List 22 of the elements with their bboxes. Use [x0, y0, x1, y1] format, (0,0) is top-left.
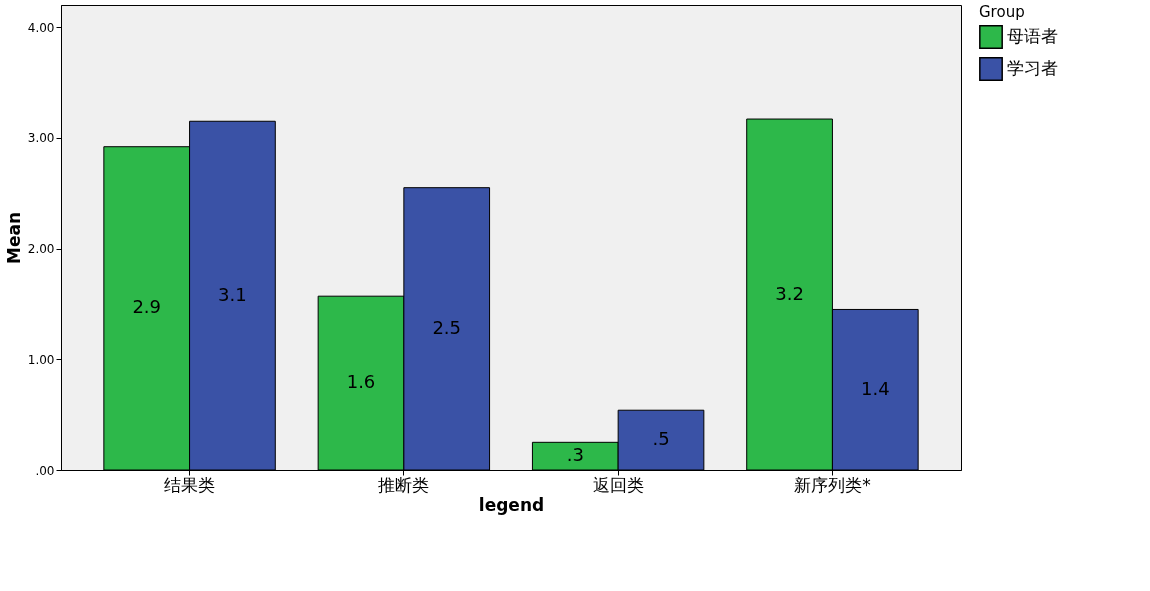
y-tick-label: 1.00	[27, 352, 55, 367]
y-tick-label: .00	[35, 463, 55, 478]
data-label: 3.1	[218, 283, 247, 305]
x-tick-label: 新序列类*	[794, 474, 871, 495]
data-label: 2.9	[132, 296, 162, 318]
data-label: .3	[566, 444, 584, 466]
legend-label: 学习者	[1007, 58, 1058, 78]
y-axis-title: Mean	[3, 211, 24, 265]
y-tick-label: 3.00	[27, 131, 55, 146]
data-label: 2.5	[432, 316, 462, 338]
y-tick-label: 4.00	[27, 20, 55, 35]
x-axis-title: legend	[478, 494, 545, 515]
data-label: 3.2	[775, 282, 804, 304]
y-tick-label: 2.00	[27, 242, 55, 257]
x-tick-label: 结果类	[164, 474, 216, 495]
legend-title: Group	[979, 3, 1025, 21]
data-label: 1.6	[346, 371, 376, 393]
x-tick-label: 返回类	[592, 474, 644, 495]
data-label: .5	[652, 428, 670, 450]
data-label: 1.4	[860, 377, 890, 399]
x-tick-label: 推断类	[378, 474, 430, 495]
legend-label: 母语者	[1007, 26, 1058, 46]
